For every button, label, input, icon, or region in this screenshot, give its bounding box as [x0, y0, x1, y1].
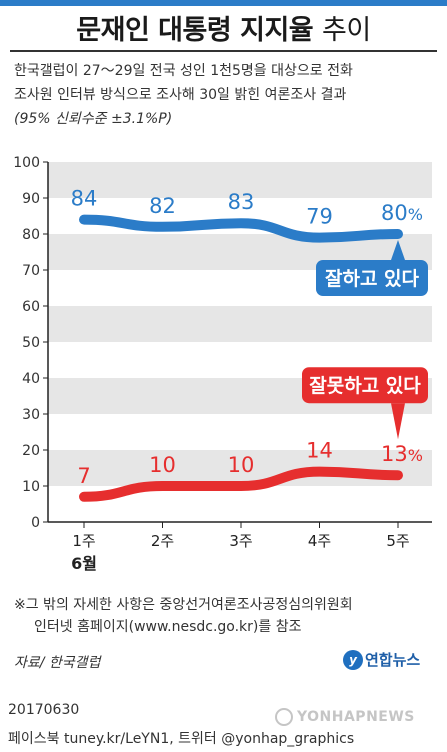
- top-accent-bar: [0, 0, 447, 6]
- publish-date: 20170630: [8, 702, 80, 718]
- data-label: 10: [228, 453, 255, 477]
- footnote-line-2: 인터넷 홈페이지(www.nesdc.go.kr)를 참조: [34, 619, 302, 635]
- page-title: 문재인 대통령 지지율 추이: [0, 8, 447, 47]
- data-label: 83: [228, 190, 255, 214]
- y-tick-label: 0: [31, 515, 40, 531]
- source-credit: 자료/ 한국갤럽: [14, 655, 101, 671]
- data-label-suffix: %: [408, 205, 423, 224]
- social-links[interactable]: 페이스북 tuney.kr/LeYN1, 트위터 @yonhap_graphic…: [8, 731, 355, 747]
- data-label: 84: [71, 187, 98, 211]
- approval-line-chart: 0 10 20 30 40 50 60 70 80 90 100 1주 2주 3주 4주 5주 6월 84 82 83…: [13, 155, 432, 573]
- series-callout-box: [316, 260, 428, 296]
- description-line-2: 조사원 인터뷰 방식으로 조사해 30일 밝힌 여론조사 결과: [14, 87, 347, 103]
- grid-band: [48, 306, 432, 342]
- yonhap-logo: y 연합뉴스: [343, 649, 420, 670]
- yonhap-logo-icon: y: [343, 649, 363, 670]
- grid-band: [48, 162, 432, 198]
- x-tick-label: 2주: [151, 532, 174, 550]
- yonhap-logo-text: 연합뉴스: [365, 651, 421, 669]
- y-tick-label: 40: [22, 371, 40, 387]
- y-tick-label: 20: [22, 443, 40, 459]
- data-label: 80%: [381, 201, 423, 225]
- x-tick-label: 4주: [308, 532, 331, 550]
- grid-band: [48, 450, 432, 486]
- series-callout-pointer: [391, 240, 405, 260]
- data-label: 14: [306, 439, 333, 463]
- data-label: 13%: [381, 442, 423, 466]
- data-label: 82: [149, 194, 176, 218]
- description-line-3: (95% 신뢰수준 ±3.1%P): [14, 111, 173, 127]
- x-tick-label: 1주: [72, 532, 95, 550]
- watermark: YONHAPNEWS: [275, 708, 415, 726]
- y-tick-label: 30: [22, 407, 40, 423]
- title-suffix: 추이: [322, 15, 371, 46]
- y-tick-label: 70: [22, 263, 40, 279]
- y-tick-label: 100: [13, 155, 40, 171]
- footnote-line-1: ※그 밖의 자세한 사항은 중앙선거여론조사공정심의위원회: [14, 597, 353, 613]
- y-tick-label: 90: [22, 191, 40, 207]
- x-tick-label: 3주: [229, 532, 252, 550]
- description-line-1: 한국갤럽이 27～29일 전국 성인 1천5명을 대상으로 전화: [14, 63, 353, 79]
- series-line-1: [79, 466, 403, 502]
- series-line-0: [79, 214, 403, 243]
- series-callout-label: 잘하고 있다: [325, 268, 420, 290]
- data-label-suffix: %: [408, 446, 423, 465]
- series-callout-box: [302, 367, 428, 404]
- y-tick-label: 80: [22, 227, 40, 243]
- data-label: 7: [77, 464, 90, 488]
- title-divider: [10, 50, 437, 52]
- y-tick-label: 50: [22, 335, 40, 351]
- series-callout-pointer: [391, 403, 405, 440]
- y-tick-label: 60: [22, 299, 40, 315]
- x-tick-label: 5주: [386, 532, 409, 550]
- series-callout-label: 잘못하고 있다: [309, 375, 421, 397]
- title-main: 문재인 대통령 지지율: [76, 15, 314, 46]
- data-label: 79: [306, 205, 333, 229]
- watermark-icon: [275, 708, 293, 726]
- data-label: 10: [149, 453, 176, 477]
- watermark-text: YONHAPNEWS: [297, 709, 415, 725]
- month-label: 6월: [71, 554, 97, 573]
- y-tick-label: 10: [22, 479, 40, 495]
